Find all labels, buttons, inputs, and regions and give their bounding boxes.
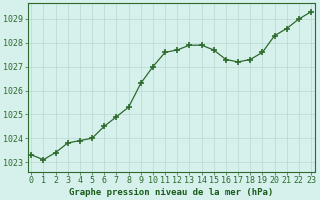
X-axis label: Graphe pression niveau de la mer (hPa): Graphe pression niveau de la mer (hPa) — [69, 188, 273, 197]
